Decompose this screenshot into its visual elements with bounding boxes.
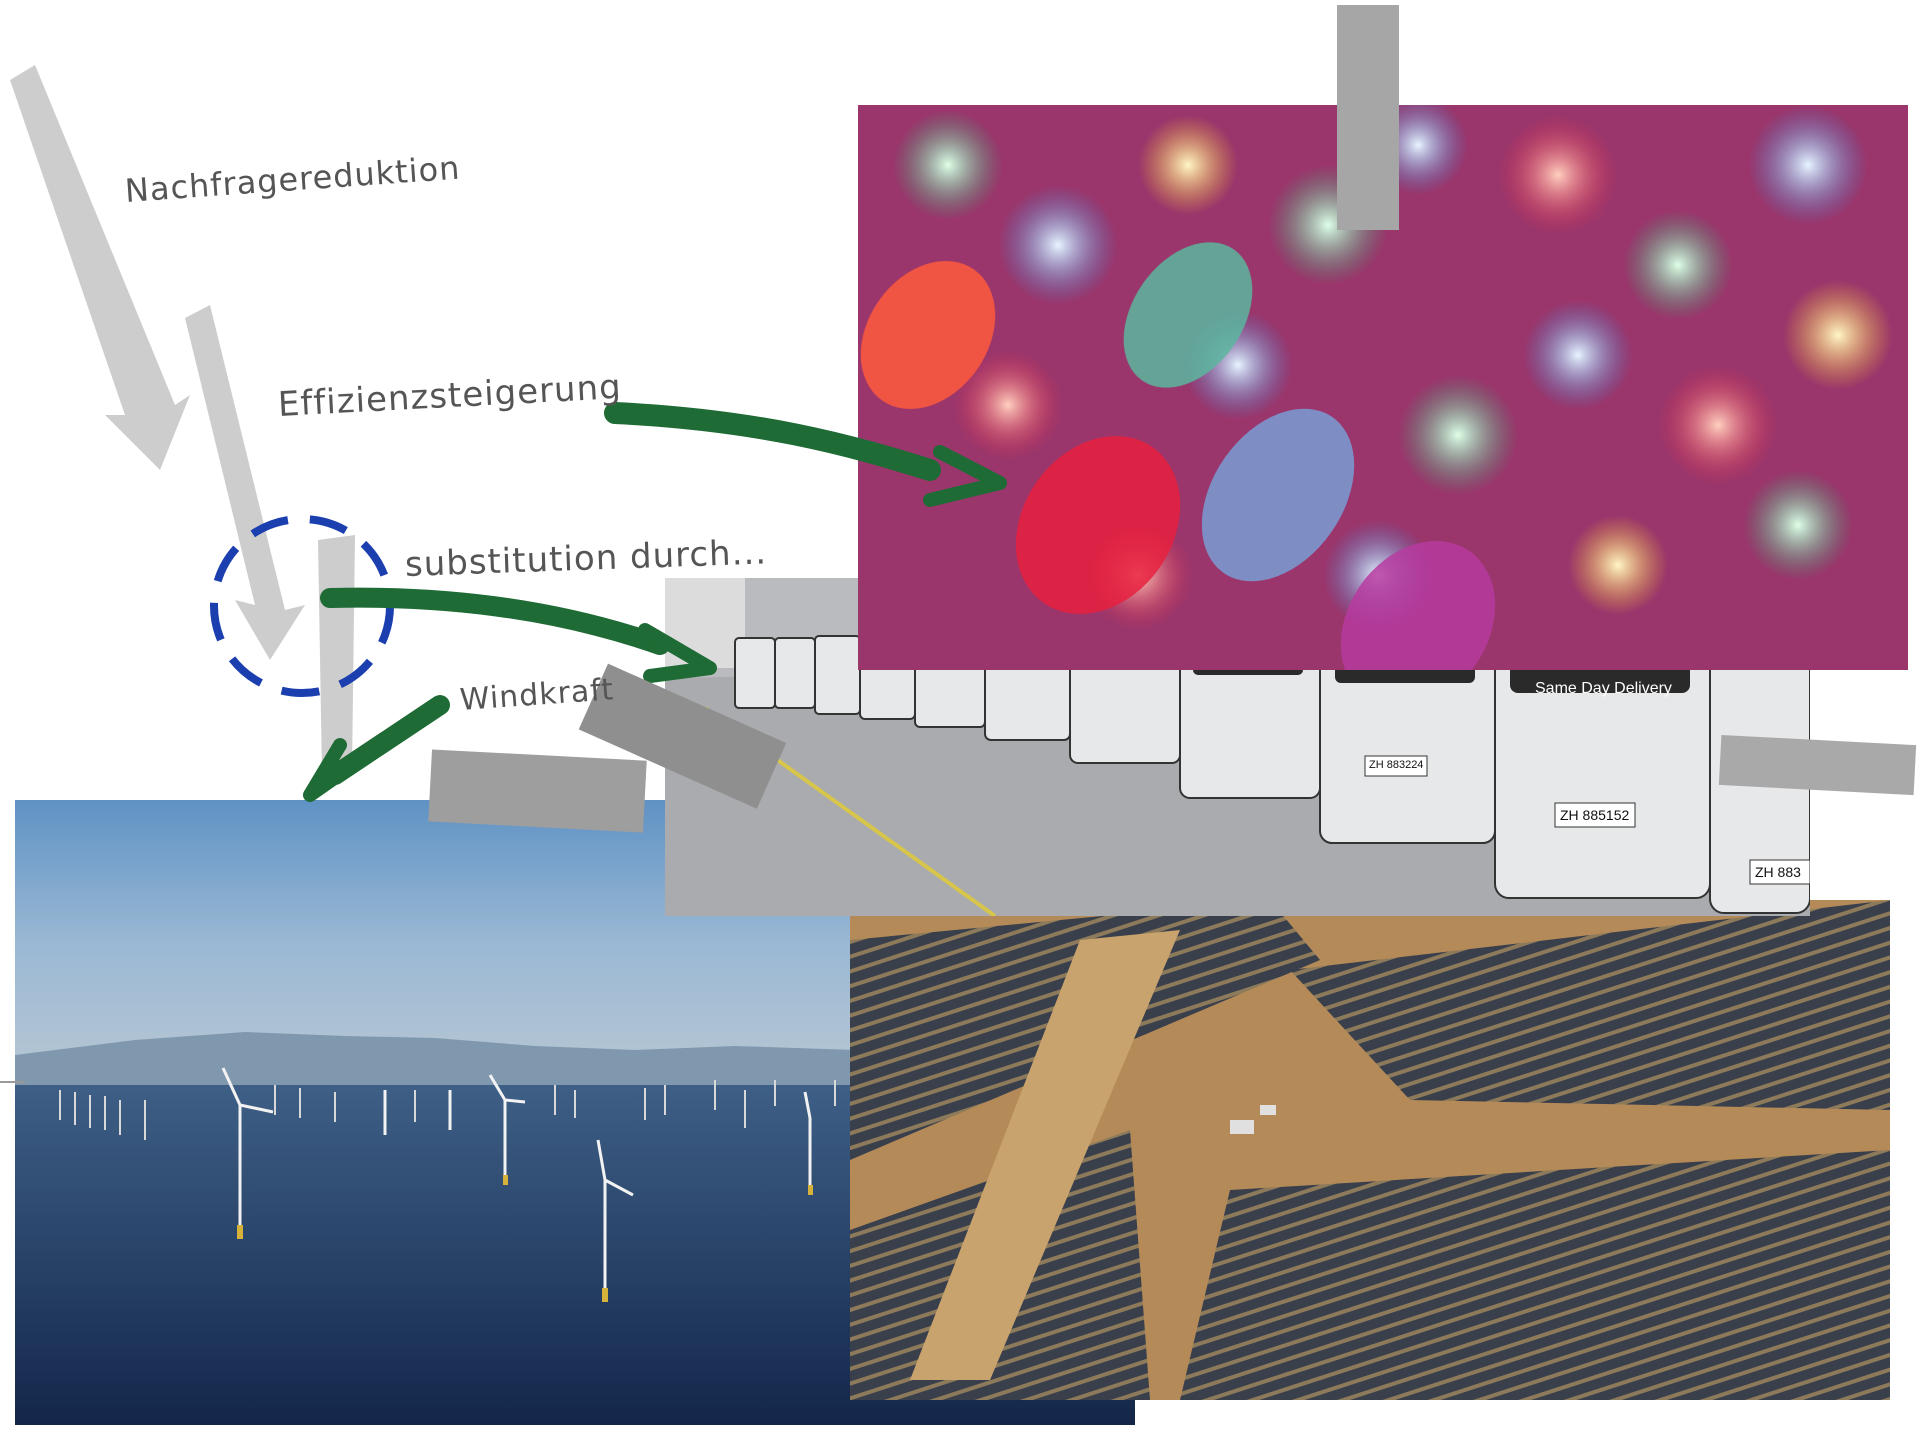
tape-strips bbox=[428, 5, 1917, 833]
pencil-arrow-1 bbox=[10, 65, 190, 470]
green-arrow-substitution bbox=[320, 587, 670, 655]
pencil-arrow-2 bbox=[185, 305, 305, 660]
solar-farm-photo bbox=[850, 900, 1890, 1400]
green-arrow-effizienz bbox=[604, 402, 941, 481]
van-plate-2: ZH 883 bbox=[1755, 864, 1801, 880]
van-plate-1: ZH 885152 bbox=[1560, 807, 1630, 823]
van-plate-3: ZH 883224 bbox=[1369, 759, 1424, 771]
van-slogan: Same Day Delivery bbox=[1535, 680, 1672, 697]
